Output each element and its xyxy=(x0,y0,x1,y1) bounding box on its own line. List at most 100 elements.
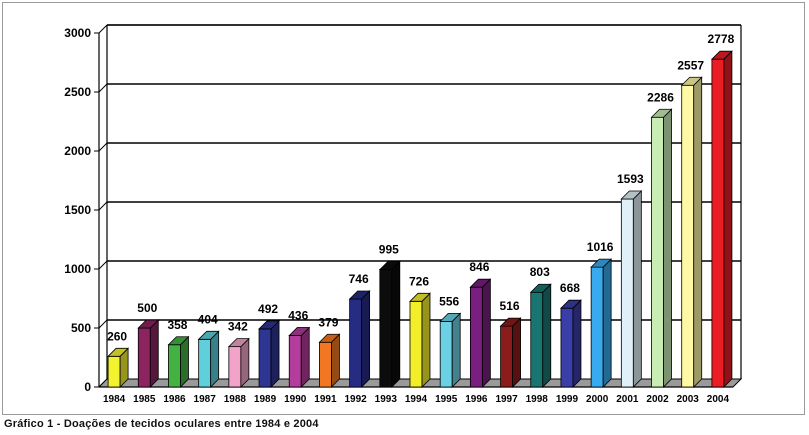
bar xyxy=(620,190,643,388)
bar-side xyxy=(331,333,340,388)
bar-front xyxy=(319,341,332,388)
bar-top xyxy=(409,292,431,302)
data-label: 746 xyxy=(349,272,369,286)
bar-chart: 0 500 1000 1500 2000 2500 3000 260 1984 500 1985 35… xyxy=(64,24,743,405)
bar-front xyxy=(469,286,483,388)
gridline-depth xyxy=(98,201,108,211)
gridline-depth xyxy=(98,319,108,329)
bar xyxy=(107,347,130,388)
bar-side xyxy=(602,258,612,388)
data-label: 379 xyxy=(318,315,338,329)
x-tick-label: 1996 xyxy=(465,394,488,405)
bar-top xyxy=(348,290,371,300)
bar-front xyxy=(439,320,453,388)
data-label: 436 xyxy=(288,309,308,323)
bar-front xyxy=(379,269,393,388)
data-label: 516 xyxy=(500,299,520,313)
bar xyxy=(590,258,613,388)
data-label: 803 xyxy=(530,265,550,279)
bar-side xyxy=(391,260,401,388)
x-tick-label: 2004 xyxy=(707,394,730,405)
x-tick-label: 2001 xyxy=(616,394,639,405)
data-label: 2286 xyxy=(647,90,674,104)
bar-front xyxy=(258,328,272,388)
bar-side xyxy=(451,312,461,388)
x-tick-label: 1991 xyxy=(314,394,337,405)
data-label: 404 xyxy=(198,312,218,326)
bar-side xyxy=(481,278,491,388)
data-label: 500 xyxy=(137,301,157,315)
bar-side xyxy=(632,190,642,388)
bar xyxy=(650,108,673,388)
bar-top xyxy=(318,333,341,343)
data-label: 358 xyxy=(167,318,187,332)
bar-top xyxy=(137,319,160,329)
y-tick-label: 2000 xyxy=(64,144,91,158)
bar-front xyxy=(137,327,151,388)
bar-top xyxy=(710,50,733,60)
bar-top xyxy=(197,330,220,340)
bar xyxy=(439,312,462,388)
bar-top xyxy=(167,336,190,346)
x-tick-label: 1995 xyxy=(435,394,458,405)
x-tick-label: 1988 xyxy=(224,394,247,405)
bar-side xyxy=(693,76,703,388)
bar-side xyxy=(542,283,552,388)
bar xyxy=(288,326,311,388)
bar-side xyxy=(663,108,672,388)
bar xyxy=(559,299,582,388)
bar-front xyxy=(500,325,513,388)
bar xyxy=(197,330,220,388)
data-label: 1016 xyxy=(587,240,614,254)
data-label: 1593 xyxy=(617,172,644,186)
y-tick-label: 1000 xyxy=(64,262,91,276)
y-tick-label: 3000 xyxy=(64,26,91,40)
data-label: 846 xyxy=(469,260,489,274)
bar-front xyxy=(168,344,181,388)
bar-front xyxy=(228,346,242,388)
x-tick-label: 1989 xyxy=(254,394,277,405)
bar-front xyxy=(681,84,695,388)
x-tick-label: 1984 xyxy=(103,394,126,405)
bar xyxy=(348,290,371,388)
bar xyxy=(318,333,341,388)
gridline-depth xyxy=(98,24,108,34)
x-tick-label: 2003 xyxy=(677,394,700,405)
x-tick-label: 1986 xyxy=(163,394,186,405)
bar-front xyxy=(530,291,544,388)
chart-caption: Gráfico 1 - Doações de tecidos oculares … xyxy=(4,418,319,430)
bar-front xyxy=(288,335,302,388)
bar-side xyxy=(300,326,310,388)
bar xyxy=(469,278,492,388)
bar xyxy=(227,337,250,388)
x-tick-label: 1985 xyxy=(133,394,156,405)
bar-side xyxy=(361,290,371,388)
bar-side xyxy=(180,335,189,388)
data-label: 668 xyxy=(560,281,580,295)
data-label: 342 xyxy=(228,320,248,334)
bar-side xyxy=(572,299,582,388)
x-tick-label: 1998 xyxy=(526,394,549,405)
x-tick-label: 2000 xyxy=(586,394,609,405)
data-label: 726 xyxy=(409,274,429,288)
bar xyxy=(710,50,733,388)
bar xyxy=(499,317,522,388)
labels-layer: 0 500 1000 1500 2000 2500 3000 260 1984 500 1985 35… xyxy=(64,26,734,405)
bar xyxy=(529,283,552,388)
bar-top xyxy=(499,317,522,327)
data-label: 492 xyxy=(258,302,278,316)
bar-front xyxy=(349,298,363,388)
bar xyxy=(167,335,190,388)
bar-front xyxy=(651,116,664,388)
x-tick-label: 1994 xyxy=(405,394,428,405)
bar-top xyxy=(680,76,703,86)
x-tick-label: 1993 xyxy=(375,394,398,405)
data-label: 260 xyxy=(107,329,127,343)
data-label: 2778 xyxy=(708,32,735,46)
bar xyxy=(137,319,160,388)
bar-top xyxy=(439,312,462,322)
y-tick-label: 0 xyxy=(84,380,91,394)
y-tick-label: 500 xyxy=(71,321,91,335)
bar-side xyxy=(723,50,733,388)
bar-front xyxy=(107,355,121,388)
